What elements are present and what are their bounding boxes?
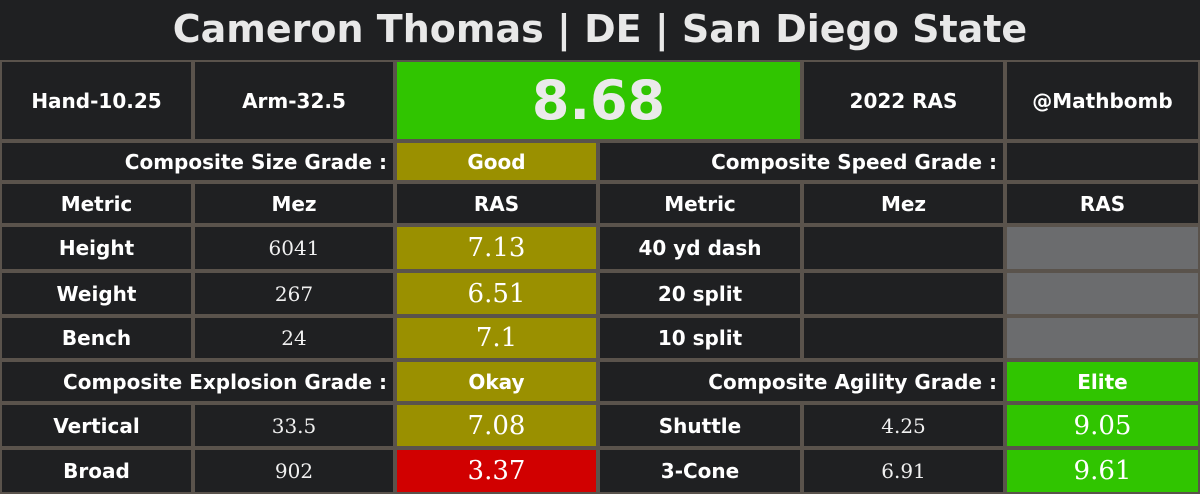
size-grade-label: Composite Size Grade : <box>0 141 395 182</box>
arm-measurement: Arm-32.5 <box>193 60 395 141</box>
metric-bench: Bench <box>0 316 193 360</box>
mez-bench: 24 <box>193 316 395 360</box>
mez-vertical: 33.5 <box>193 403 395 448</box>
header-metric-left: Metric <box>0 182 193 225</box>
ras-shuttle: 9.05 <box>1005 403 1200 448</box>
agility-grade-value: Elite <box>1005 360 1200 403</box>
ras-20split <box>1005 271 1200 316</box>
explosion-grade-value: Okay <box>395 360 598 403</box>
ras-weight: 6.51 <box>395 271 598 316</box>
size-grade-value: Good <box>395 141 598 182</box>
overall-ras-score: 8.68 <box>395 60 802 141</box>
page-title: Cameron Thomas | DE | San Diego State <box>0 0 1200 58</box>
hand-measurement: Hand-10.25 <box>0 60 193 141</box>
metric-shuttle: Shuttle <box>598 403 802 448</box>
metric-20split: 20 split <box>598 271 802 316</box>
ras-broad: 3.37 <box>395 448 598 494</box>
ras-table: Hand-10.25 Arm-32.5 8.68 2022 RAS @Mathb… <box>0 60 1200 494</box>
mez-broad: 902 <box>193 448 395 494</box>
ras-40yd <box>1005 225 1200 271</box>
ras-vertical: 7.08 <box>395 403 598 448</box>
speed-grade-label: Composite Speed Grade : <box>598 141 1005 182</box>
speed-grade-value <box>1005 141 1200 182</box>
metric-broad: Broad <box>0 448 193 494</box>
agility-grade-label: Composite Agility Grade : <box>598 360 1005 403</box>
header-ras-right: RAS <box>1005 182 1200 225</box>
mez-20split <box>802 271 1005 316</box>
metric-height: Height <box>0 225 193 271</box>
header-ras-left: RAS <box>395 182 598 225</box>
header-mez-left: Mez <box>193 182 395 225</box>
author-handle: @Mathbomb <box>1005 60 1200 141</box>
mez-40yd <box>802 225 1005 271</box>
metric-vertical: Vertical <box>0 403 193 448</box>
metric-weight: Weight <box>0 271 193 316</box>
ras-3cone: 9.61 <box>1005 448 1200 494</box>
explosion-grade-label: Composite Explosion Grade : <box>0 360 395 403</box>
ras-height: 7.13 <box>395 225 598 271</box>
ras-bench: 7.1 <box>395 316 598 360</box>
mez-height: 6041 <box>193 225 395 271</box>
mez-10split <box>802 316 1005 360</box>
header-metric-right: Metric <box>598 182 802 225</box>
metric-40yd: 40 yd dash <box>598 225 802 271</box>
metric-10split: 10 split <box>598 316 802 360</box>
mez-shuttle: 4.25 <box>802 403 1005 448</box>
mez-3cone: 6.91 <box>802 448 1005 494</box>
header-mez-right: Mez <box>802 182 1005 225</box>
metric-3cone: 3-Cone <box>598 448 802 494</box>
mez-weight: 267 <box>193 271 395 316</box>
ras-10split <box>1005 316 1200 360</box>
ras-year-label: 2022 RAS <box>802 60 1005 141</box>
